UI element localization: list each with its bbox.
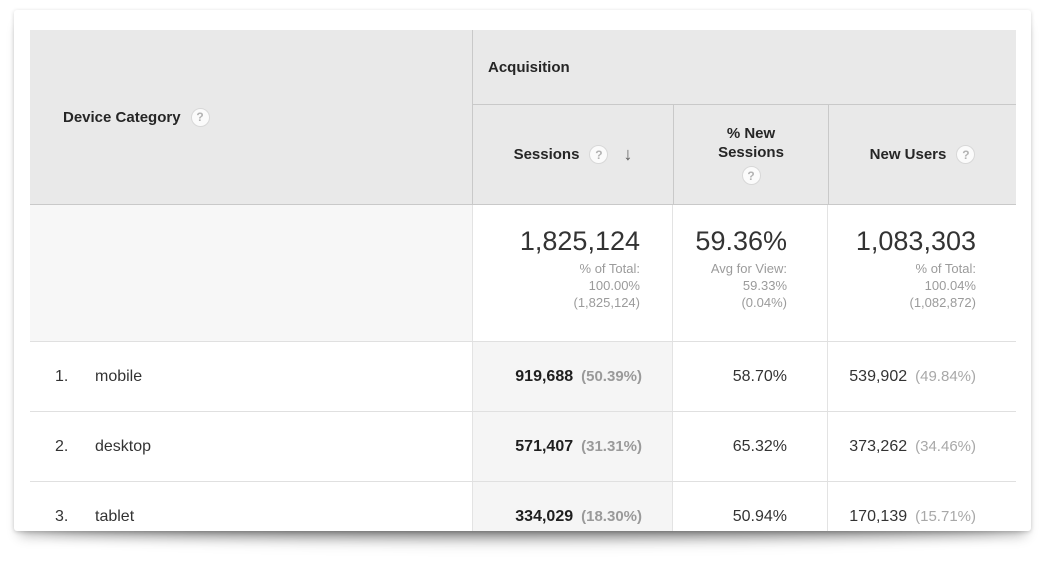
device-cell: 2. desktop bbox=[30, 412, 472, 481]
new-users-percent: (34.46%) bbox=[915, 438, 976, 455]
summary-dimension-cell bbox=[30, 205, 472, 341]
sort-descending-icon[interactable]: ↓ bbox=[623, 144, 633, 164]
new-sessions-cell: 58.70% bbox=[672, 342, 827, 411]
device-category-label: Device Category bbox=[63, 108, 181, 126]
column-header-device-category[interactable]: Device Category ? bbox=[30, 30, 472, 204]
device-label[interactable]: tablet bbox=[95, 507, 135, 525]
new-users-value: 539,902 bbox=[849, 367, 908, 385]
new-users-total-sub1: % of Total: bbox=[915, 261, 976, 276]
new-users-cell: 539,902 (49.84%) bbox=[827, 342, 1016, 411]
row-rank: 2. bbox=[55, 437, 69, 455]
column-header-new-users[interactable]: New Users ? bbox=[828, 105, 1016, 204]
sessions-cell: 919,688 (50.39%) bbox=[472, 342, 672, 411]
sessions-percent: (31.31%) bbox=[581, 438, 642, 455]
help-icon[interactable]: ? bbox=[956, 145, 976, 164]
sessions-total: 1,825,124 bbox=[519, 226, 640, 256]
new-users-total: 1,083,303 bbox=[855, 226, 976, 256]
summary-sessions-cell: 1,825,124 % of Total: 100.00% (1,825,124… bbox=[472, 205, 672, 341]
new-sessions-value: 50.94% bbox=[732, 507, 787, 525]
new-sessions-avg-sub3: (0.04%) bbox=[741, 295, 787, 310]
help-icon[interactable]: ? bbox=[589, 145, 609, 164]
new-sessions-avg: 59.36% bbox=[695, 226, 787, 256]
device-cell: 3. tablet bbox=[30, 482, 472, 531]
acquisition-label: Acquisition bbox=[488, 58, 570, 76]
new-sessions-cell: 50.94% bbox=[672, 482, 827, 531]
new-sessions-value: 65.32% bbox=[732, 437, 787, 455]
new-users-value: 170,139 bbox=[849, 507, 908, 525]
new-users-cell: 170,139 (15.71%) bbox=[827, 482, 1016, 531]
sessions-total-sub3: (1,825,124) bbox=[573, 295, 641, 310]
device-label[interactable]: desktop bbox=[95, 437, 152, 455]
summary-new-users-cell: 1,083,303 % of Total: 100.04% (1,082,872… bbox=[827, 205, 1016, 341]
summary-row: 1,825,124 % of Total: 100.00% (1,825,124… bbox=[30, 205, 1016, 342]
table-row: 3. tablet 334,029 (18.30%) 50.94% 170,13… bbox=[30, 482, 1016, 531]
table-row: 1. mobile 919,688 (50.39%) 58.70% 539,90… bbox=[30, 342, 1016, 412]
row-rank: 3. bbox=[55, 507, 69, 525]
new-sessions-avg-sub1: Avg for View: bbox=[710, 261, 787, 276]
help-icon[interactable]: ? bbox=[190, 107, 210, 127]
sessions-value: 334,029 bbox=[515, 507, 574, 525]
sessions-total-sub1: % of Total: bbox=[579, 261, 640, 276]
new-sessions-avg-sub2: 59.33% bbox=[742, 278, 787, 293]
acquisition-header-group: Acquisition Sessions ? ↓ % New Sessions … bbox=[472, 30, 1016, 204]
sessions-cell: 334,029 (18.30%) bbox=[472, 482, 672, 531]
table-row: 2. desktop 571,407 (31.31%) 65.32% 373,2… bbox=[30, 412, 1016, 482]
sessions-cell: 571,407 (31.31%) bbox=[472, 412, 672, 481]
summary-new-sessions-cell: 59.36% Avg for View: 59.33% (0.04%) bbox=[672, 205, 827, 341]
sessions-percent: (18.30%) bbox=[581, 508, 642, 525]
metric-header-row: Sessions ? ↓ % New Sessions ? New Users … bbox=[473, 105, 1016, 204]
new-users-percent: (49.84%) bbox=[915, 368, 976, 385]
sessions-value: 571,407 bbox=[515, 437, 574, 455]
group-header-acquisition: Acquisition bbox=[473, 30, 1016, 105]
new-sessions-value: 58.70% bbox=[732, 367, 787, 385]
new-users-percent: (15.71%) bbox=[915, 508, 976, 525]
device-cell: 1. mobile bbox=[30, 342, 472, 411]
sessions-total-sub2: 100.00% bbox=[588, 278, 640, 293]
row-rank: 1. bbox=[55, 367, 69, 385]
new-users-total-sub2: 100.04% bbox=[924, 278, 976, 293]
new-users-value: 373,262 bbox=[849, 437, 908, 455]
column-header-sessions[interactable]: Sessions ? ↓ bbox=[473, 105, 673, 204]
new-sessions-cell: 65.32% bbox=[672, 412, 827, 481]
column-header-new-sessions[interactable]: % New Sessions ? bbox=[673, 105, 828, 204]
new-users-total-sub3: (1,082,872) bbox=[909, 295, 977, 310]
device-label[interactable]: mobile bbox=[95, 367, 143, 385]
new-sessions-header-label: % New Sessions bbox=[718, 125, 784, 161]
new-users-cell: 373,262 (34.46%) bbox=[827, 412, 1016, 481]
help-icon[interactable]: ? bbox=[741, 166, 761, 185]
sessions-value: 919,688 bbox=[515, 367, 574, 385]
analytics-card: Device Category ? Acquisition Sessions ?… bbox=[14, 10, 1031, 531]
sessions-header-label: Sessions bbox=[513, 146, 580, 163]
new-users-header-label: New Users bbox=[869, 146, 947, 163]
analytics-table: Device Category ? Acquisition Sessions ?… bbox=[30, 30, 1016, 531]
table-header: Device Category ? Acquisition Sessions ?… bbox=[30, 30, 1016, 205]
sessions-percent: (50.39%) bbox=[581, 368, 642, 385]
